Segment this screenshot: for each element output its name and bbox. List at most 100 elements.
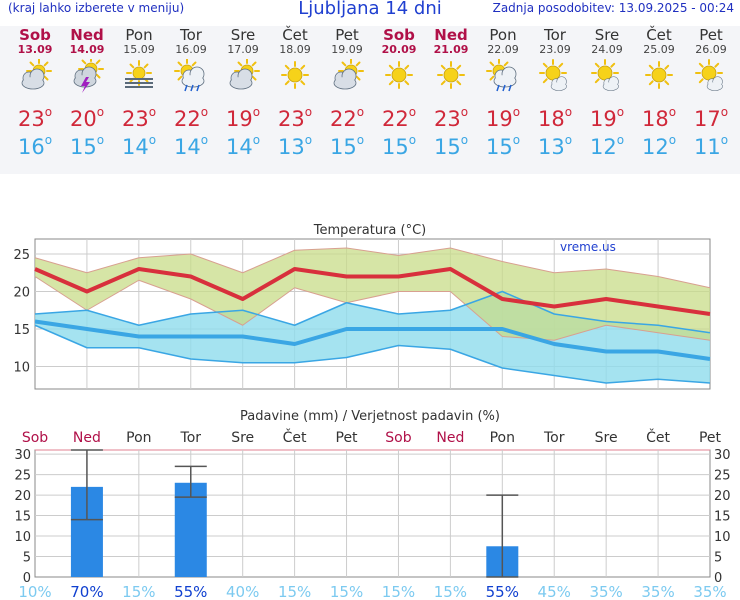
y-tick-label-right: 0: [714, 571, 722, 586]
tmax-low-line: [34, 276, 711, 341]
day-column[interactable]: Pon 15.09 23o 14o: [113, 26, 165, 159]
temp-max: 22o: [381, 105, 417, 131]
temp-max: 23o: [121, 105, 157, 131]
sun-small-cloud-icon: [685, 56, 737, 98]
temp-max: 17o: [693, 105, 729, 131]
sun-cloud-rain-icon: [477, 56, 529, 98]
thunderstorm-icon: [61, 56, 113, 98]
x-tick-label: Sob: [385, 430, 411, 446]
sunny-icon: [269, 56, 321, 98]
day-column[interactable]: Tor 23.09 18o 13o: [529, 26, 581, 159]
tmin-series-line: [34, 319, 711, 361]
day-name: Pon: [489, 26, 517, 44]
x-tick-label: Pon: [126, 430, 151, 446]
temp-min: 13o: [277, 133, 313, 159]
day-column[interactable]: Tor 16.09 22o 14o: [165, 26, 217, 159]
forecast-strip: Sob 13.09 23o 16o Ned 14.09 20o 15o Pon 15.09 23o 1…: [0, 26, 740, 174]
y-tick-label-left: 10: [14, 530, 31, 545]
day-column[interactable]: Pet 26.09 17o 11o: [685, 26, 737, 159]
menu-hint[interactable]: (kraj lahko izberete v meniju): [8, 1, 185, 15]
temp-min: 15o: [485, 133, 521, 159]
fog-icon: [113, 56, 165, 98]
temp-max: 20o: [69, 105, 105, 131]
y-tick-label-left: 5: [23, 551, 31, 566]
y-tick-label-left: 20: [14, 489, 31, 504]
day-column[interactable]: Sob 13.09 23o 16o: [9, 26, 61, 159]
day-column[interactable]: Ned 14.09 20o 15o: [61, 26, 113, 159]
day-name: Čet: [282, 26, 308, 44]
temp-min: 15o: [433, 133, 469, 159]
sun-small-cloud-icon: [581, 56, 633, 98]
x-tick-label: Čet: [646, 428, 670, 446]
day-date: 13.09: [17, 43, 53, 56]
temp-min: 11o: [693, 133, 729, 159]
day-column[interactable]: Sre 24.09 19o 12o: [581, 26, 633, 159]
day-column[interactable]: Pon 22.09 19o 15o: [477, 26, 529, 159]
partly-cloudy-icon: [321, 56, 373, 98]
precip-probability: 15%: [122, 583, 155, 600]
precip-probability: 15%: [278, 583, 311, 600]
temp-min: 14o: [173, 133, 209, 159]
partly-cloudy-icon: [9, 56, 61, 98]
day-column[interactable]: Čet 25.09 18o 12o: [633, 26, 685, 159]
day-column[interactable]: Čet 18.09 23o 13o: [269, 26, 321, 159]
precipitation-chart: Padavine (mm) / Verjetnost padavin (%) So…: [14, 409, 731, 600]
day-date: 22.09: [487, 43, 519, 56]
temperature-chart: Temperatura (°C) 10 15 20 25 vreme.us: [13, 223, 711, 390]
y-tick-label-right: 30: [714, 448, 731, 463]
precip-probability: 10%: [18, 583, 51, 600]
y-tick-label: 25: [13, 248, 30, 263]
x-tick-label: Pet: [336, 430, 359, 446]
day-name: Ned: [70, 26, 104, 44]
day-column[interactable]: Ned 21.09 23o 15o: [425, 26, 477, 159]
temp-max: 23o: [17, 105, 53, 131]
y-tick-label-left: 0: [23, 571, 31, 586]
day-name: Sre: [594, 26, 620, 44]
day-date: 25.09: [643, 43, 675, 56]
temp-min: 15o: [381, 133, 417, 159]
precip-bar: [174, 482, 207, 577]
y-tick-label-right: 20: [714, 489, 731, 504]
day-name: Tor: [544, 26, 566, 44]
temp-min: 16o: [17, 133, 53, 159]
temp-min: 12o: [589, 133, 625, 159]
temp-max: 19o: [485, 105, 521, 131]
day-name: Sob: [19, 26, 51, 44]
y-tick-label-right: 5: [714, 551, 722, 566]
y-tick-label-right: 15: [714, 510, 731, 525]
precip-probability: 15%: [382, 583, 415, 600]
day-date: 21.09: [433, 43, 469, 56]
y-tick-label-left: 25: [14, 469, 31, 484]
day-column[interactable]: Sob 20.09 22o 15o: [373, 26, 425, 159]
sun-cloud-rain-icon: [165, 56, 217, 98]
day-name: Tor: [180, 26, 202, 44]
day-date: 19.09: [331, 43, 363, 56]
precip-probability: 55%: [174, 583, 207, 600]
day-column[interactable]: Sre 17.09 19o 14o: [217, 26, 269, 159]
day-name: Ned: [434, 26, 468, 44]
temp-max: 19o: [225, 105, 261, 131]
temp-max: 18o: [641, 105, 677, 131]
precip-probability: 35%: [589, 583, 622, 600]
day-date: 24.09: [591, 43, 623, 56]
day-date: 16.09: [175, 43, 207, 56]
x-tick-label: Tor: [180, 430, 202, 446]
tmax-high-line: [34, 247, 711, 289]
day-column[interactable]: Pet 19.09 22o 15o: [321, 26, 373, 159]
x-tick-label: Sre: [231, 430, 254, 446]
x-tick-label: Pon: [490, 430, 515, 446]
tmin-low-line: [34, 324, 711, 384]
chart-title: Padavine (mm) / Verjetnost padavin (%): [240, 409, 500, 424]
y-tick-label-right: 25: [714, 469, 731, 484]
precip-probability: 40%: [226, 583, 259, 600]
x-tick-label: Sob: [22, 430, 48, 446]
chart-title: Temperatura (°C): [313, 223, 426, 238]
precip-probability: 70%: [70, 583, 103, 600]
sunny-icon: [425, 56, 477, 98]
day-name: Čet: [646, 26, 672, 44]
temp-min: 13o: [537, 133, 573, 159]
y-tick-label-right: 10: [714, 530, 731, 545]
x-tick-label: Tor: [543, 430, 565, 446]
day-date: 26.09: [695, 43, 727, 56]
x-tick-label: Ned: [73, 430, 101, 446]
